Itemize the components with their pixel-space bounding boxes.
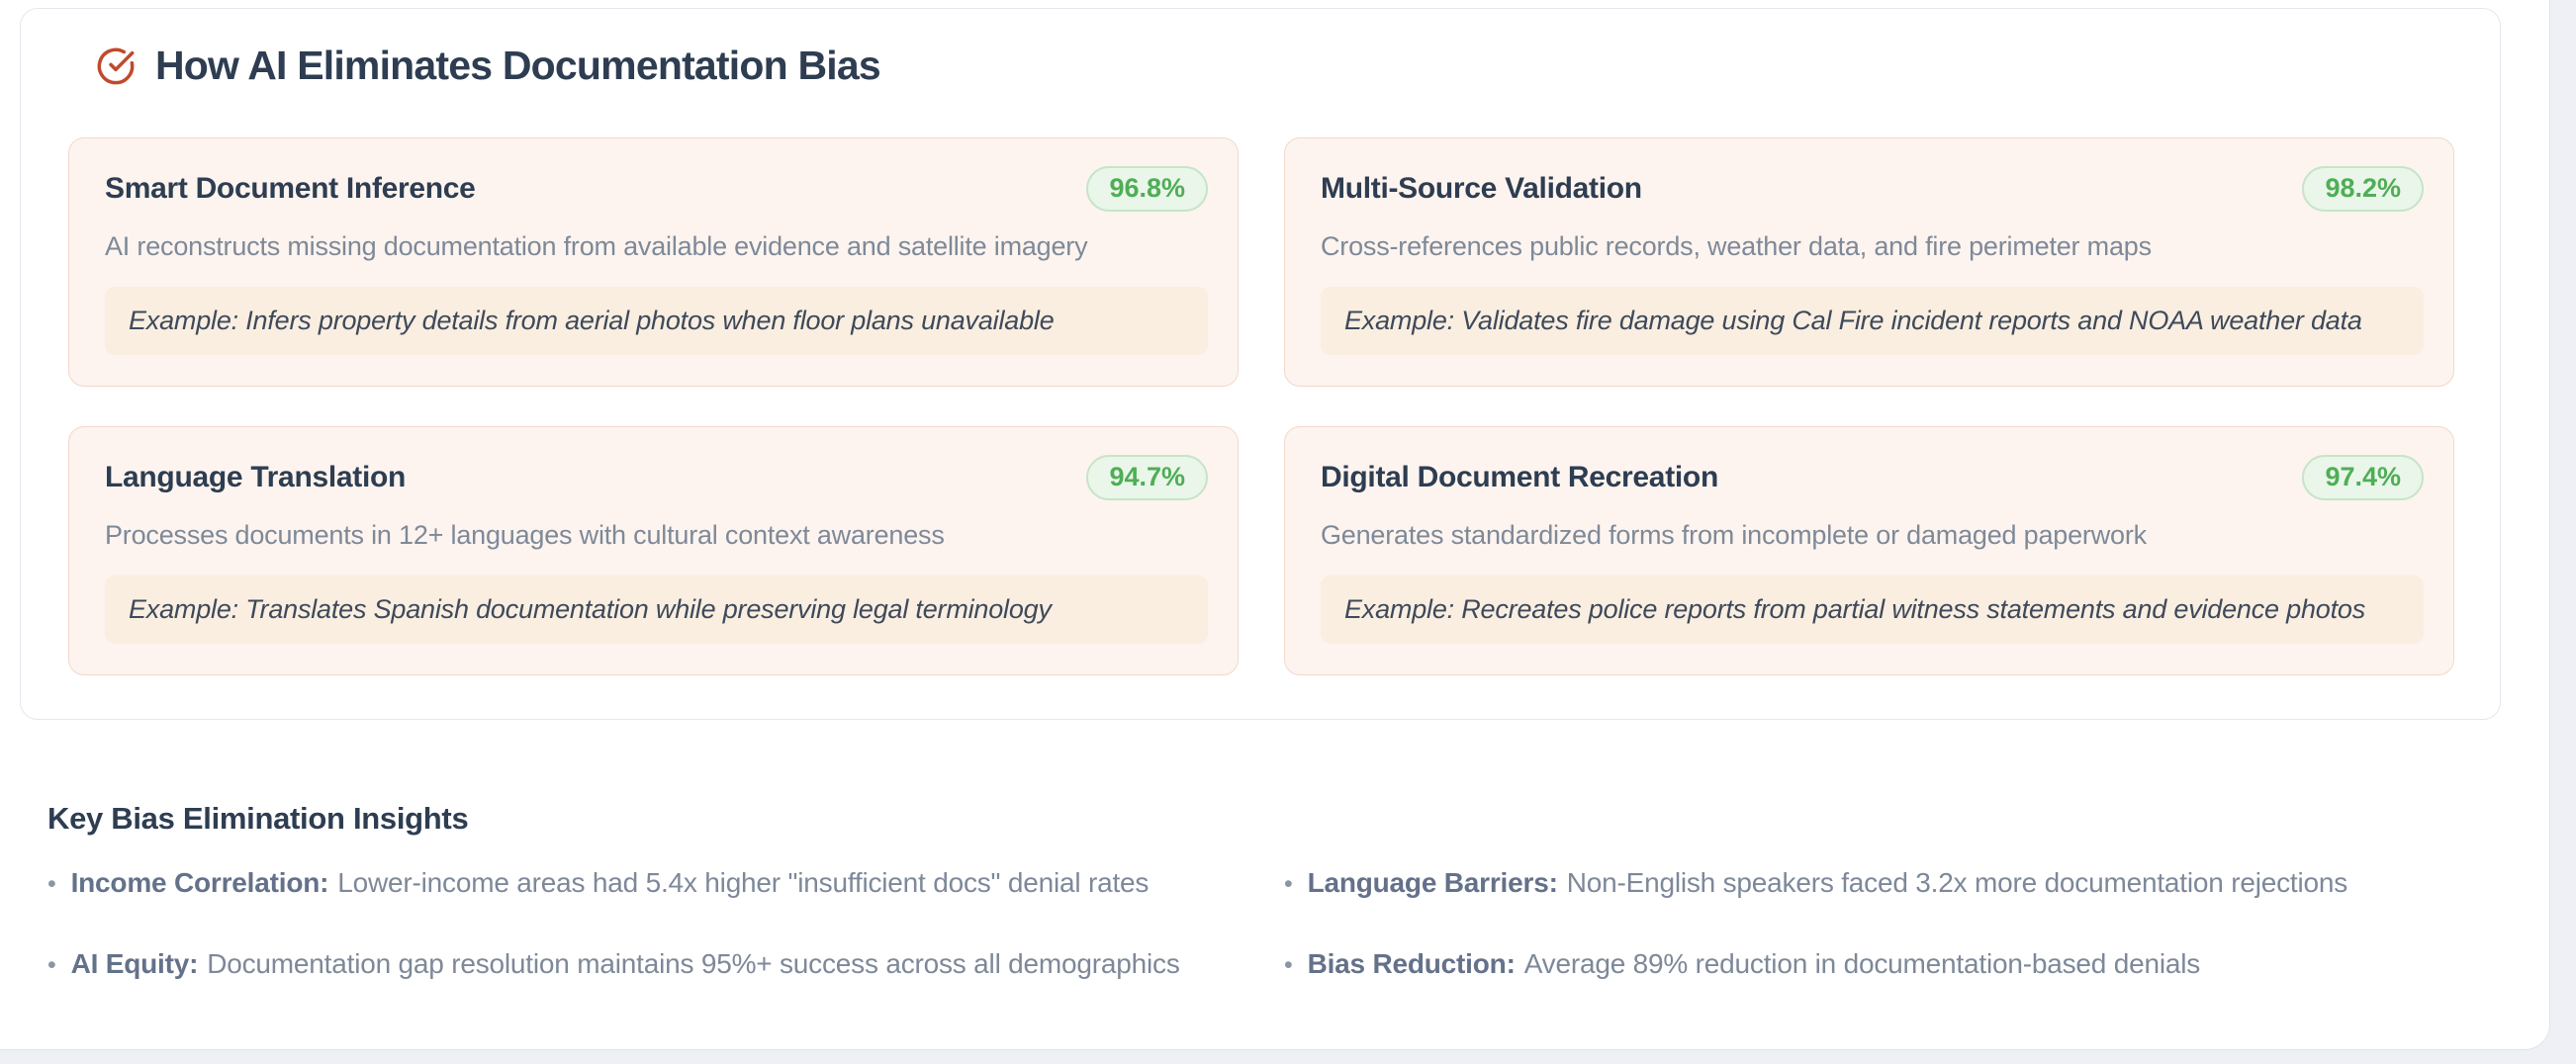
accuracy-badge: 98.2% [2302,166,2424,212]
card-header-row: Smart Document Inference 96.8% [105,166,1208,212]
insight-label: AI Equity: [70,947,199,979]
insight-label: Income Correlation: [70,867,329,898]
feature-card-digital-document-recreation: Digital Document Recreation 97.4% Genera… [1284,426,2454,675]
card-description: Processes documents in 12+ languages wit… [105,519,945,550]
card-description: Generates standardized forms from incomp… [1321,519,2147,550]
accuracy-badge: 97.4% [2302,455,2424,500]
feature-card-multi-source-validation: Multi-Source Validation 98.2% Cross-refe… [1284,137,2454,387]
documentation-bias-panel: How AI Eliminates Documentation Bias Sma… [20,8,2501,720]
card-header-row: Multi-Source Validation 98.2% [1321,166,2424,212]
example-box: Example: Recreates police reports from p… [1321,575,2424,644]
feature-card-smart-document-inference: Smart Document Inference 96.8% AI recons… [68,137,1239,387]
insight-income-correlation: • Income Correlation: Lower-income areas h… [47,866,1284,900]
card-description: Cross-references public records, weather… [1321,230,2152,261]
card-description: AI reconstructs missing documentation fr… [105,230,1088,261]
bullet-icon: • [47,950,56,979]
insights-heading: Key Bias Elimination Insights [47,801,469,836]
example-box: Example: Translates Spanish documentatio… [105,575,1208,644]
example-box: Example: Infers property details from ae… [105,286,1208,355]
insight-label: Bias Reduction: [1307,947,1516,979]
insights-grid: • Income Correlation: Lower-income areas h… [47,866,2501,980]
insight-text: Average 89% reduction in documentation-b… [1523,947,2201,979]
card-title: Language Translation [105,460,407,493]
card-header-row: Language Translation 94.7% [105,455,1208,500]
insight-label: Language Barriers: [1307,867,1558,898]
insight-ai-equity: • AI Equity: Documentation gap resolution … [47,947,1284,981]
card-title: Digital Document Recreation [1321,460,1718,493]
insight-language-barriers: • Language Barriers: Non-English speakers … [1284,866,2501,900]
example-box: Example: Validates fire damage using Cal… [1321,286,2424,355]
insight-bias-reduction: • Bias Reduction: Average 89% reduction in… [1284,947,2501,981]
bullet-icon: • [1284,950,1293,979]
card-title: Smart Document Inference [105,171,476,205]
card-title: Multi-Source Validation [1321,171,1642,205]
feature-cards-grid: Smart Document Inference 96.8% AI recons… [68,137,2454,675]
panel-header: How AI Eliminates Documentation Bias [96,43,881,89]
feature-card-language-translation: Language Translation 94.7% Processes doc… [68,426,1239,675]
insight-text: Lower-income areas had 5.4x higher "insu… [337,867,1150,898]
bullet-icon: • [47,870,56,898]
insight-text: Documentation gap resolution maintains 9… [207,947,1180,979]
insight-text: Non-English speakers faced 3.2x more doc… [1566,867,2348,898]
accuracy-badge: 94.7% [1086,455,1208,500]
card-header-row: Digital Document Recreation 97.4% [1321,455,2424,500]
bullet-icon: • [1284,870,1293,898]
check-circle-icon [96,46,136,86]
panel-title: How AI Eliminates Documentation Bias [155,43,881,88]
accuracy-badge: 96.8% [1086,166,1208,212]
insights-section: Key Bias Elimination Insights • Income Co… [47,801,2501,980]
